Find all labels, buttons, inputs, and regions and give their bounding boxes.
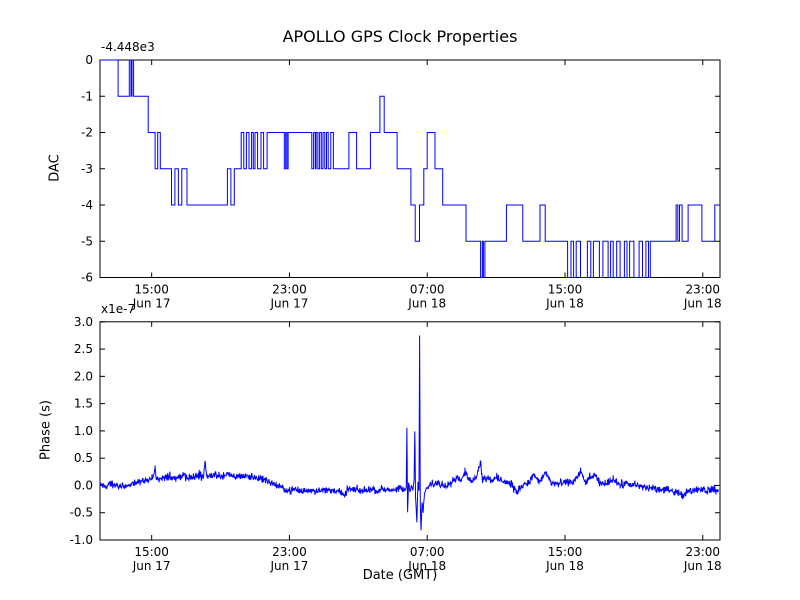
phase-y-axis-label: Phase (s): [38, 400, 54, 460]
y-tick-label: 0: [85, 53, 93, 67]
x-tick-label-date: Jun 18: [545, 559, 584, 573]
x-tick-label-time: 15:00: [548, 283, 583, 297]
x-tick-label-date: Jun 17: [132, 559, 171, 573]
phase-offset-text: x1e-7: [101, 302, 136, 316]
y-tick-label: -1.0: [70, 533, 93, 547]
x-tick-label-date: Jun 18: [683, 297, 722, 311]
dac-offset-text: -4.448e3: [101, 40, 155, 54]
x-tick-label-time: 23:00: [685, 545, 720, 559]
x-tick-label-time: 15:00: [134, 283, 169, 297]
x-tick-label-time: 15:00: [548, 545, 583, 559]
x-tick-label-date: Jun 17: [270, 559, 309, 573]
x-tick-label-date: Jun 18: [545, 297, 584, 311]
x-tick-label-date: Jun 17: [270, 297, 309, 311]
y-tick-label: -5: [81, 234, 93, 248]
dac-y-axis-label: DAC: [47, 154, 63, 182]
y-tick-label: -4: [81, 198, 93, 212]
y-tick-label: -1: [81, 89, 93, 103]
y-tick-label: 2.5: [74, 342, 93, 356]
dac-series-line: [100, 59, 720, 278]
x-tick-label-date: Jun 18: [683, 559, 722, 573]
x-tick-label-date: Jun 18: [407, 559, 446, 573]
y-tick-label: 0.5: [74, 451, 93, 465]
x-axis-label: Date (GMT): [362, 568, 438, 583]
x-tick-label-date: Jun 17: [132, 297, 171, 311]
axes-frame: [99, 321, 721, 541]
x-tick-label-time: 15:00: [134, 545, 169, 559]
x-tick-label-time: 23:00: [272, 545, 307, 559]
y-tick-label: 2.0: [74, 369, 93, 383]
y-tick-label: 3.0: [74, 315, 93, 329]
y-tick-label: -3: [81, 162, 93, 176]
x-tick-label-time: 23:00: [685, 283, 720, 297]
x-tick-label-date: Jun 18: [407, 297, 446, 311]
y-tick-label: 1.0: [74, 424, 93, 438]
y-tick-label: 1.5: [74, 397, 93, 411]
y-tick-label: -0.5: [70, 506, 93, 520]
x-tick-label-time: 07:00: [410, 283, 445, 297]
y-tick-label: -6: [81, 271, 93, 285]
x-tick-label-time: 07:00: [410, 545, 445, 559]
y-tick-label: 0.0: [74, 478, 93, 492]
x-tick-label-time: 23:00: [272, 283, 307, 297]
chart-title: APOLLO GPS Clock Properties: [282, 27, 518, 46]
y-tick-label: -2: [81, 126, 93, 140]
phase-series-line: [99, 335, 719, 531]
